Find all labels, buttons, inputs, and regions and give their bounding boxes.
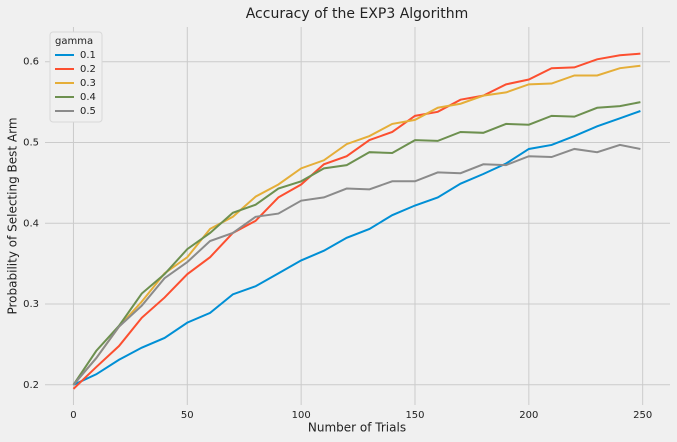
x-axis-label: Number of Trials — [308, 421, 406, 435]
y-tick-label: 0.5 — [23, 138, 39, 149]
y-tick-label: 0.2 — [23, 380, 39, 391]
x-tick-label: 100 — [292, 410, 311, 421]
legend-label: 0.1 — [80, 50, 96, 61]
x-tick-label: 50 — [181, 410, 194, 421]
plot-background — [45, 27, 670, 405]
x-tick-label: 200 — [519, 410, 538, 421]
chart-title: Accuracy of the EXP3 Algorithm — [246, 6, 469, 22]
legend-label: 0.2 — [80, 64, 96, 75]
x-tick-label: 0 — [70, 410, 76, 421]
y-tick-label: 0.3 — [23, 299, 39, 310]
x-tick-label: 250 — [633, 410, 652, 421]
data-line — [73, 110, 641, 386]
data-line — [72, 52, 641, 390]
x-tick-label: 150 — [405, 410, 424, 421]
y-tick-label: 0.4 — [23, 218, 39, 229]
legend: gamma 0.1 0.2 0.3 0.4 0.5 — [49, 31, 103, 123]
data-line — [72, 101, 641, 386]
legend-title: gamma — [55, 36, 93, 47]
y-tick-label: 0.6 — [23, 57, 39, 68]
data-line — [72, 143, 641, 386]
legend-label: 0.3 — [80, 78, 96, 89]
legend-label: 0.4 — [80, 92, 96, 103]
y-axis-label: Probability of Selecting Best Arm — [6, 117, 20, 314]
legend-label: 0.5 — [80, 106, 96, 117]
